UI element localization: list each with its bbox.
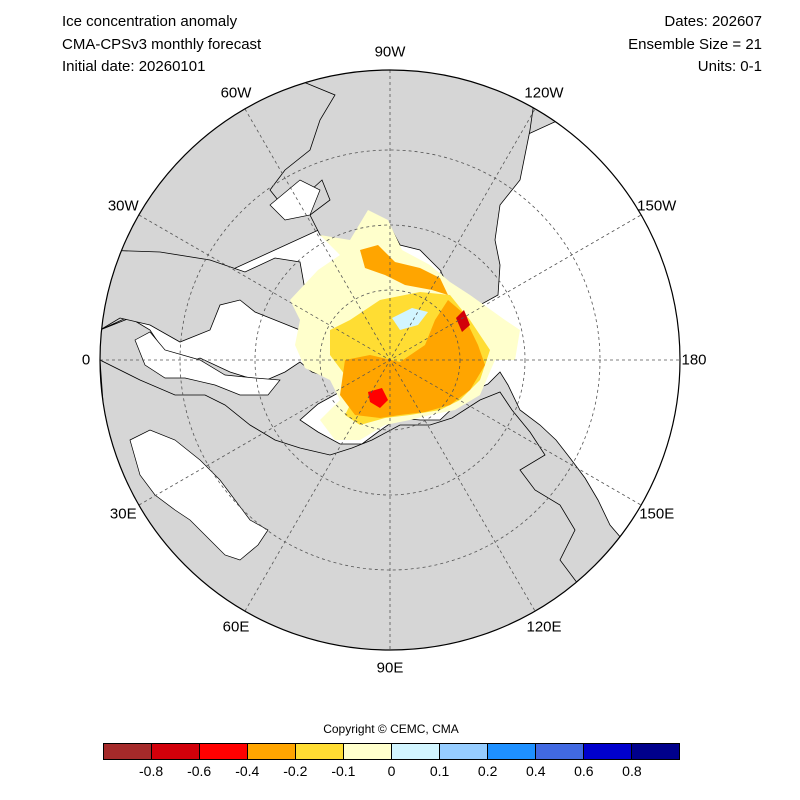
colorbar-swatch xyxy=(536,744,584,759)
colorbar-swatch xyxy=(488,744,536,759)
colorbar-tick-label: 0.2 xyxy=(477,763,498,779)
colorbar-swatch xyxy=(632,744,679,759)
longitude-label-lon_180: 180 xyxy=(681,351,707,369)
hudson-bay xyxy=(269,179,321,221)
colorbar-swatch xyxy=(152,744,200,759)
ensemble-size: Ensemble Size = 21 xyxy=(628,35,762,53)
anomaly-plus01 xyxy=(392,308,428,330)
colorbar-tick-label: -0.6 xyxy=(187,763,212,779)
map-title: Ice concentration anomaly xyxy=(62,13,238,30)
units-label: Units: 0-1 xyxy=(697,58,762,75)
colorbar-swatch xyxy=(296,744,344,759)
model-name: CMA-CPSv3 monthly forecast xyxy=(62,35,262,53)
longitude-label-lon_120e: 120E xyxy=(526,618,562,636)
colorbar-tick-label: -0.2 xyxy=(283,763,308,779)
longitude-label-lon_60w: 60W xyxy=(220,84,252,102)
anomaly-minus02 xyxy=(340,300,485,418)
colorbar-swatch xyxy=(200,744,248,759)
header-left: Ice concentration anomaly CMA-CPSv3 mont… xyxy=(62,12,261,80)
longitude-label-lon_90e: 90E xyxy=(376,659,404,677)
colorbar-tick-label: 0.1 xyxy=(429,763,450,779)
anomaly-minus04-a xyxy=(368,388,388,408)
copyright: Copyright © CEMC, CMA xyxy=(323,722,459,736)
initial-date: Initial date: 20260101 xyxy=(62,58,206,75)
colorbar-tick-label: -0.4 xyxy=(235,763,260,779)
longitude-label-lon_30e: 30E xyxy=(109,505,137,523)
longitude-label-lon_30w: 30W xyxy=(107,197,139,215)
colorbar-tick-label: 0 xyxy=(387,763,396,779)
colorbar-labels: -0.8 -0.6 -0.4 -0.2 -0.1 0 0.1 0.2 0.4 0.6 0.8 xyxy=(0,763,800,783)
colorbar-swatch xyxy=(248,744,296,759)
colorbar-swatch xyxy=(104,744,152,759)
colorbar-tick-label: 0.6 xyxy=(574,763,594,779)
anomaly-minus02-north xyxy=(360,245,448,295)
colorbar-swatch xyxy=(584,744,632,759)
forecast-dates: Dates: 202607 xyxy=(664,13,762,30)
baltic xyxy=(129,429,269,561)
anomaly-minus04-b xyxy=(456,310,470,332)
header-right: Dates: 202607 Ensemble Size = 21 Units: … xyxy=(628,12,762,80)
greenland xyxy=(100,249,311,343)
longitude-label-lon_150w: 150W xyxy=(637,197,677,215)
map-boundary xyxy=(99,69,681,651)
colorbar-tick-label: 0.4 xyxy=(526,763,546,779)
colorbar-tick-label: 0.8 xyxy=(622,763,642,779)
colorbar-swatch xyxy=(344,744,392,759)
longitude-lines xyxy=(100,70,680,650)
colorbar-swatch xyxy=(392,744,440,759)
longitude-label-lon_90w: 90W xyxy=(374,43,406,61)
longitude-label-lon_120w: 120W xyxy=(524,84,564,102)
longitude-label-lon_0: 0 xyxy=(81,351,91,369)
colorbar xyxy=(103,743,680,760)
colorbar-tick-label: -0.1 xyxy=(331,763,356,779)
colorbar-tick-label: -0.8 xyxy=(139,763,164,779)
longitude-label-lon_150e: 150E xyxy=(639,505,675,523)
colorbar-swatch xyxy=(440,744,488,759)
white-sea xyxy=(134,331,281,396)
longitude-label-lon_60e: 60E xyxy=(222,618,250,636)
eurasia xyxy=(100,359,621,650)
